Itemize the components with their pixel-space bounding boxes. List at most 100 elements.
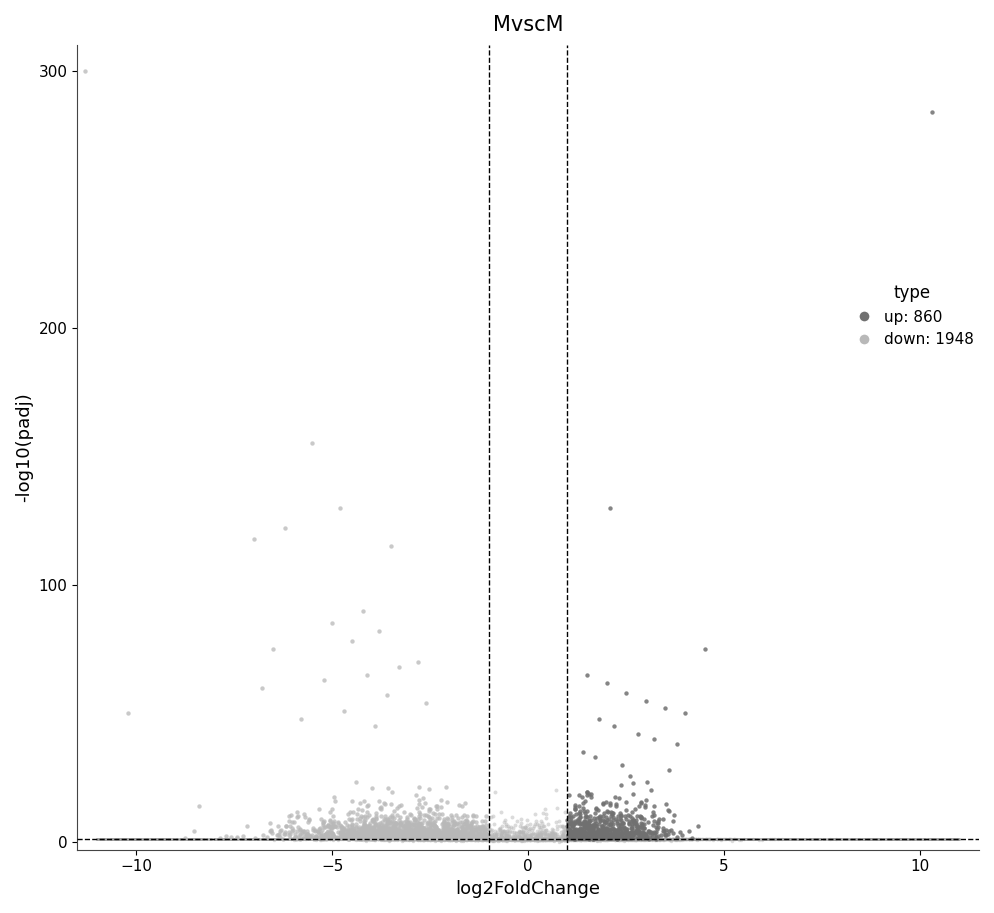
Point: [162, 831, 178, 845]
Point: [690, 832, 706, 846]
Point: [600, 830, 616, 845]
Point: [503, 832, 519, 846]
Point: [512, 832, 528, 846]
Point: [934, 831, 950, 845]
Point: [534, 832, 550, 846]
Point: [480, 832, 496, 846]
Point: [527, 832, 543, 846]
Point: [106, 832, 122, 846]
Point: [405, 828, 420, 843]
Point: [695, 831, 711, 845]
Point: [416, 824, 432, 839]
Point: [666, 831, 682, 845]
Point: [430, 832, 446, 846]
Point: [374, 814, 390, 829]
Point: [565, 832, 580, 846]
Point: [502, 832, 518, 846]
Point: [775, 831, 791, 845]
Point: [640, 824, 656, 839]
Point: [460, 832, 476, 846]
Point: [403, 824, 418, 838]
Point: [949, 832, 965, 846]
Point: [568, 831, 583, 845]
Point: [136, 832, 152, 846]
Point: [580, 832, 596, 846]
Point: [389, 830, 405, 845]
Point: [435, 831, 451, 845]
Point: [270, 831, 286, 845]
Point: [483, 832, 499, 846]
Point: [486, 833, 502, 847]
Point: [304, 828, 320, 843]
Point: [603, 804, 619, 819]
Point: [569, 831, 584, 845]
Point: [371, 832, 387, 846]
Point: [399, 812, 414, 826]
Point: [482, 832, 498, 846]
Point: [546, 832, 562, 846]
Point: [632, 795, 648, 810]
Point: [480, 832, 496, 846]
Point: [504, 832, 520, 846]
Point: [462, 832, 478, 846]
Point: [565, 830, 580, 845]
Point: [521, 832, 537, 846]
Point: [445, 818, 461, 833]
Point: [520, 832, 536, 846]
Point: [557, 805, 573, 820]
Point: [534, 832, 550, 846]
Point: [422, 818, 438, 833]
Point: [460, 829, 476, 844]
Point: [880, 831, 896, 845]
Point: [584, 832, 600, 846]
Point: [489, 832, 505, 846]
Point: [434, 806, 450, 821]
Point: [438, 819, 454, 834]
Point: [744, 831, 759, 845]
Point: [746, 831, 761, 845]
Point: [780, 831, 796, 845]
Point: [491, 832, 507, 846]
Point: [821, 831, 837, 845]
Point: [598, 832, 614, 846]
Point: [562, 832, 578, 846]
Point: [549, 831, 565, 845]
Point: [622, 832, 638, 846]
Point: [539, 832, 555, 846]
Point: [498, 830, 514, 845]
Point: [595, 806, 611, 821]
Point: [520, 832, 536, 846]
Point: [211, 831, 227, 845]
Point: [760, 831, 776, 845]
Point: [570, 832, 585, 846]
Point: [360, 667, 376, 682]
Point: [657, 701, 673, 716]
Point: [458, 833, 474, 847]
Point: [510, 832, 526, 846]
Point: [651, 832, 667, 846]
Point: [115, 832, 131, 846]
Point: [460, 830, 476, 845]
Point: [611, 831, 627, 845]
Point: [467, 832, 483, 846]
Point: [342, 832, 358, 846]
Point: [707, 832, 723, 846]
Point: [871, 831, 887, 845]
Point: [594, 821, 610, 835]
Point: [419, 814, 435, 829]
Point: [718, 831, 734, 845]
Point: [435, 831, 451, 845]
Point: [401, 832, 416, 846]
Point: [94, 832, 110, 846]
Point: [359, 805, 375, 820]
Point: [385, 831, 401, 845]
Point: [478, 832, 494, 846]
Point: [388, 832, 404, 846]
Point: [378, 831, 394, 845]
Point: [443, 832, 459, 846]
Point: [475, 832, 491, 846]
Point: [450, 832, 466, 846]
Point: [673, 832, 689, 846]
Point: [423, 815, 439, 830]
Point: [539, 832, 555, 846]
